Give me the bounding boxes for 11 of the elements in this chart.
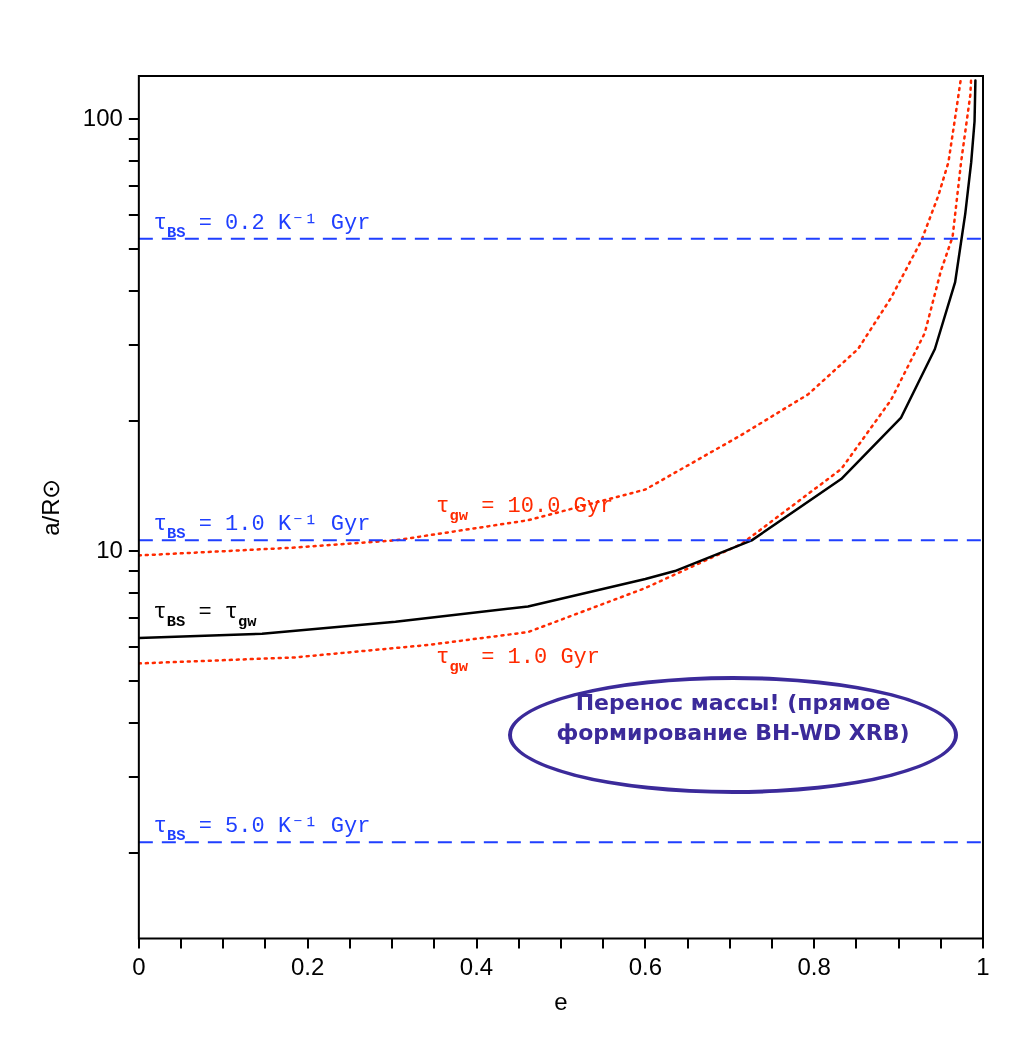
- x-tick-label: 0.6: [628, 953, 663, 981]
- x-tick-label: 0.2: [290, 953, 325, 981]
- annotation: Перенос массы! (прямое формирование BH-WD XRB): [555, 689, 911, 747]
- y-tick-label: 10: [96, 535, 123, 563]
- x-tick-label: 1: [976, 953, 990, 981]
- x-axis-title: e: [554, 988, 568, 1016]
- x-tick-label: 0: [132, 953, 146, 981]
- y-tick-label: 100: [82, 103, 123, 131]
- x-tick-label: 0.4: [459, 953, 494, 981]
- x-tick-label: 0.8: [797, 953, 831, 981]
- y-axis-title: a/R⊙: [37, 478, 65, 536]
